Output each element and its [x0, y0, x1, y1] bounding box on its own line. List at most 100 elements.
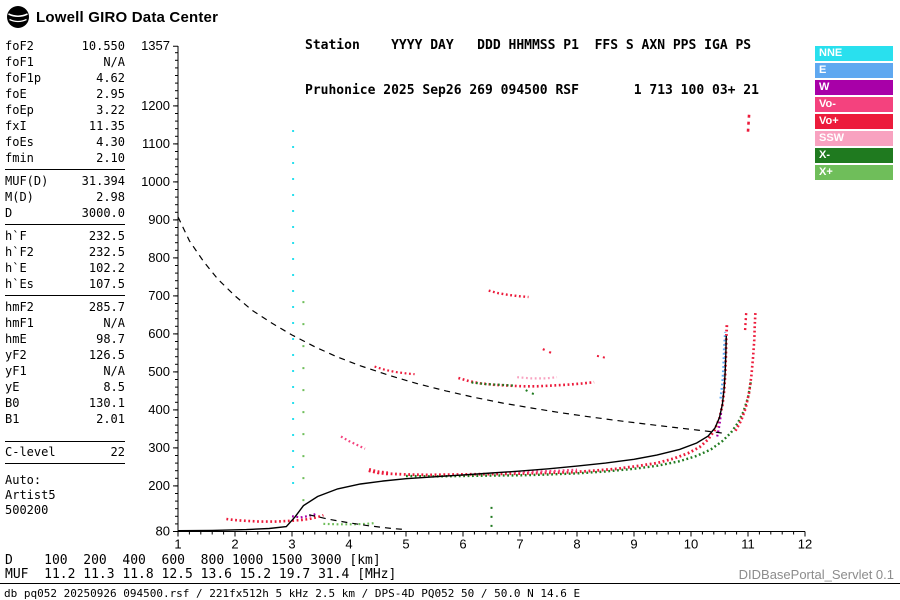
readout-row-C-level: C-level 22 [5, 444, 125, 460]
readout-row-B1: B1 2.01 [5, 411, 125, 427]
readout-value: 10.550 [81, 39, 125, 53]
y-tick-label: 900 [148, 212, 170, 227]
x-tick-label: 3 [288, 537, 295, 552]
readout-value: N/A [103, 364, 125, 378]
readout-label: MUF(D) [5, 174, 49, 188]
readout-value: 2.98 [96, 190, 125, 204]
readout-group-frequencies: foF2 10.550 foF1 N/A foF1p 4.62 foE 2.95 foEp 3.2… [5, 38, 125, 170]
station-header-columns: Station YYYY DAY DDD HHMMSS P1 FFS S AXN… [305, 38, 752, 53]
readout-row-yF1: yF1 N/A [5, 363, 125, 379]
x-tick-label: 12 [798, 537, 812, 552]
readout-label: hmF1 [5, 316, 34, 330]
readout-value: 4.30 [96, 135, 125, 149]
auto-line: 500200 [5, 503, 49, 517]
readout-row-foEs: foEs 4.30 [5, 134, 125, 150]
readout-value: 285.7 [88, 300, 125, 314]
readout-value: 107.5 [88, 277, 125, 291]
f-trace-x [405, 381, 753, 478]
muf-distance-row: D 100 200 400 600 800 1000 1500 3000 [km… [5, 553, 381, 568]
readout-value: 4.62 [96, 71, 125, 85]
y-tick-label: 1357 [141, 38, 170, 53]
second-order-f-ssw [517, 376, 558, 380]
x-tick-label: 6 [459, 537, 466, 552]
readout-value: 130.1 [88, 396, 125, 410]
y-tick-label: 700 [148, 288, 170, 303]
readout-label: fxI [5, 119, 27, 133]
speckle-green-midf [525, 389, 539, 397]
readout-row-foF1p: foF1p 4.62 [5, 70, 125, 86]
y-tick-label: 200 [148, 478, 170, 493]
x-tick-label: 4 [345, 537, 352, 552]
readout-row-fmin: fmin 2.10 [5, 150, 125, 166]
readout-value: 3.22 [96, 103, 125, 117]
readout-row-foF2: foF2 10.550 [5, 38, 125, 54]
e-layer-transmission-curve [308, 514, 407, 531]
readout-row-D: D 3000.0 [5, 205, 125, 221]
auto-line: Artist5 [5, 488, 56, 502]
readout-value: 2.01 [96, 412, 125, 426]
x-tick-label: 7 [516, 537, 523, 552]
x-cusp [734, 312, 757, 432]
y-tick-label: 1200 [141, 98, 170, 113]
readout-value: 2.10 [96, 151, 125, 165]
footer-divider [0, 583, 900, 584]
legend-item-x-: X- [815, 148, 893, 163]
readout-label: C-level [5, 445, 56, 459]
readout-row-h`F: h`F 232.5 [5, 228, 125, 244]
oblique-spread [340, 435, 366, 450]
servlet-version-label: DIDBasePortal_Servlet 0.1 [738, 567, 894, 582]
doppler-legend: NNE E W Vo- Vo+ SSW X- X+ [815, 46, 893, 182]
readout-label: h`F [5, 229, 27, 243]
legend-item-vo+: Vo+ [815, 114, 893, 129]
legend-item-e: E [815, 63, 893, 78]
readout-group-confidence: C-level 22 [5, 441, 125, 464]
readout-value: 102.2 [88, 261, 125, 275]
readout-label: yF1 [5, 364, 27, 378]
f-trace-vo-minus [514, 468, 578, 474]
legend-item-w: W [815, 80, 893, 95]
muf-transmission-curve [177, 216, 726, 435]
f-trace-o-start [368, 467, 389, 476]
readout-value: 11.35 [88, 119, 125, 133]
x-tick-label: 8 [573, 537, 580, 552]
y-tick-label: 80 [156, 524, 170, 539]
artist-profile-fit [177, 335, 727, 532]
es-trace-o [226, 513, 324, 523]
legend-item-x+: X+ [815, 165, 893, 180]
lowell-giro-logo: Lowell GIRO Data Center [6, 5, 218, 29]
readout-row-h`E: h`E 102.2 [5, 260, 125, 276]
readout-row-foEp: foEp 3.22 [5, 102, 125, 118]
readout-group-virtual-heights: h`F 232.5 h`F2 232.5 h`E 102.2 h`Es 107.5 [5, 228, 125, 296]
readout-label: B0 [5, 396, 20, 410]
readout-value: 3000.0 [81, 206, 125, 220]
readout-label: fmin [5, 151, 34, 165]
readout-label: h`E [5, 261, 27, 275]
y-tick-label: 800 [148, 250, 170, 265]
readout-value: 2.95 [96, 87, 125, 101]
logo-text: Lowell GIRO Data Center [36, 8, 219, 26]
readout-row-B0: B0 130.1 [5, 395, 125, 411]
readout-label: D [5, 206, 13, 220]
readout-label: M(D) [5, 190, 34, 204]
readout-row-hmE: hmE 98.7 [5, 331, 125, 347]
y-tick-label: 1000 [141, 174, 170, 189]
x-tick-label: 2 [231, 537, 238, 552]
readout-row-fxI: fxI 11.35 [5, 118, 125, 134]
readout-value: 98.7 [96, 332, 125, 346]
second-order-f-o [458, 376, 595, 388]
readout-label: B1 [5, 412, 20, 426]
station-header: Station YYYY DAY DDD HHMMSS P1 FFS S AXN… [305, 8, 759, 113]
readout-value: 232.5 [88, 229, 125, 243]
readout-group-profile-params: hmF2 285.7 hmF1 N/A hmE 98.7 yF2 126.5 yF1 N/A yE 8… [5, 299, 125, 427]
x-tick-label: 11 [741, 537, 755, 552]
readout-row-yF2: yF2 126.5 [5, 347, 125, 363]
x-tick-label: 1 [174, 537, 181, 552]
readout-panel: foF2 10.550 foF1 N/A foF1p 4.62 foE 2.95 foEp 3.2… [5, 38, 125, 518]
legend-item-nne: NNE [815, 46, 893, 61]
readout-row-h`Es: h`Es 107.5 [5, 276, 125, 292]
station-header-values: Pruhonice 2025 Sep26 269 094500 RSF 1 71… [305, 83, 759, 98]
readout-row-hmF1: hmF1 N/A [5, 315, 125, 331]
readout-label: foE [5, 87, 27, 101]
readout-label: hmF2 [5, 300, 34, 314]
